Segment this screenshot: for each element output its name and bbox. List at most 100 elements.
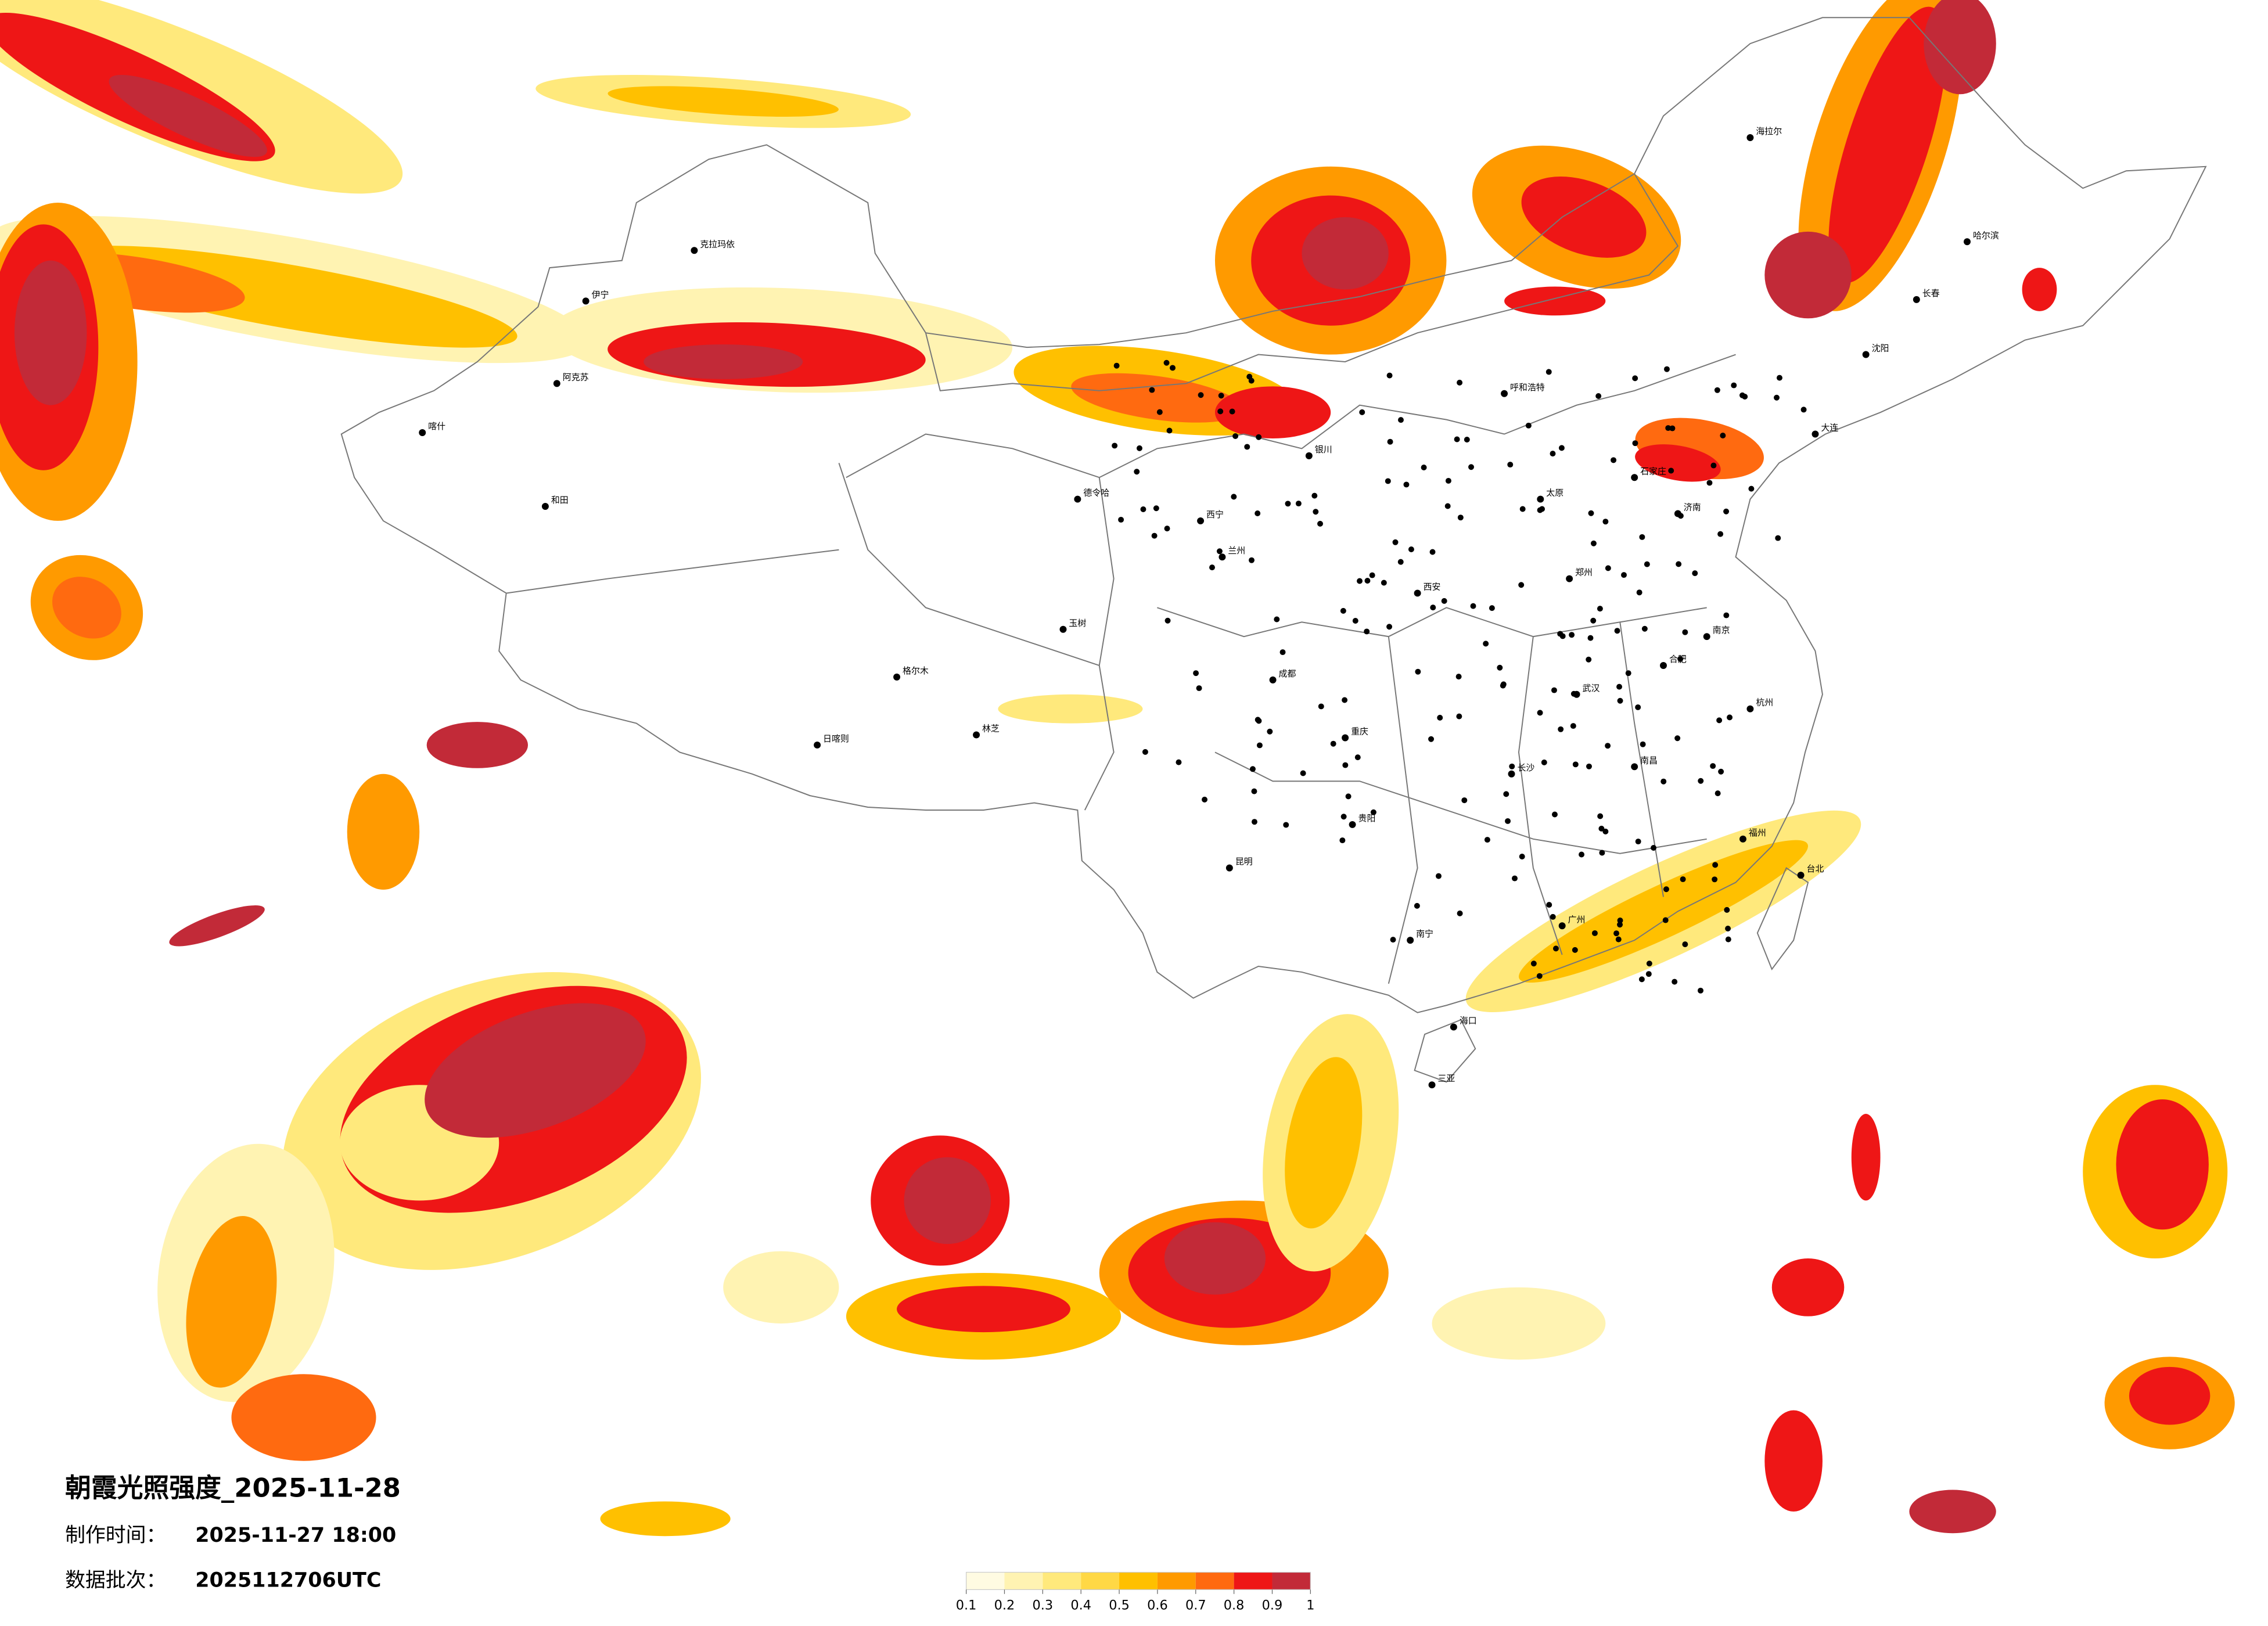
city-label: 银川 [1315,444,1332,455]
city-label: 台北 [1807,864,1824,874]
city-dot [1557,631,1563,637]
city-label: 日喀则 [823,733,849,744]
city-dot [1225,864,1233,872]
city-dot [1414,902,1420,909]
city-dot [1631,763,1638,771]
city-dot [1541,759,1547,765]
city-dot [1964,238,1971,246]
province-border [506,354,1736,984]
city-dot [1392,539,1399,545]
city-dot [1862,351,1870,358]
city-dot [1797,872,1805,879]
city-dot [1645,971,1652,977]
city-dot [1218,393,1224,399]
city-dot [1176,759,1182,765]
city-dot [1640,741,1646,747]
map-title: 朝霞光照强度_2025-11-28 [65,1473,401,1503]
intensity-patch [169,905,265,947]
info-label: 制作时间： [65,1524,166,1547]
city-dot [1625,670,1631,677]
city-dot [1660,661,1667,669]
intensity-patch [1518,840,1809,983]
city-dot [1267,728,1273,735]
city-dot [1136,445,1142,451]
city-dot [1428,736,1435,742]
city-dot [1300,770,1306,776]
city-dot [1710,462,1717,469]
city-label: 海拉尔 [1756,126,1782,136]
city-dot [1390,937,1396,943]
city-dot [1342,734,1349,742]
intensity-patch [904,1157,991,1244]
city-dot [1811,430,1819,438]
city-label: 武汉 [1583,683,1600,693]
city-label: 石家庄 [1640,466,1666,476]
city-label: 西宁 [1206,509,1224,520]
city-dot [1579,851,1585,858]
intensity-patch [1302,217,1389,290]
city-dot [1244,444,1250,450]
intensity-patch [1285,1057,1363,1229]
city-dot [1674,735,1681,742]
city-dot [1112,443,1118,449]
intensity-patch [1504,286,1606,316]
city-dot [1746,705,1754,713]
city-dot [1587,635,1594,641]
city-label: 杭州 [1756,697,1773,708]
city-dot [1414,589,1421,597]
city-dot [1590,617,1597,624]
city-dot [1408,546,1414,552]
city-dot [1636,589,1642,596]
city-dot [1519,853,1525,859]
city-dot [1525,422,1532,429]
city-dot [1503,791,1509,797]
city-dot [1386,372,1393,379]
city-dot [1349,821,1356,828]
legend-swatch [1081,1572,1120,1590]
country-border [340,17,2207,1013]
city-label: 南京 [1713,625,1730,635]
city-dot [814,741,821,749]
city-label: 重庆 [1351,726,1368,737]
city-dot [1591,930,1598,936]
city-label: 格尔木 [903,665,929,676]
city-label: 克拉玛依 [700,239,735,249]
city-dot [1586,763,1592,769]
city-dot [1140,506,1146,512]
city-dot [1279,649,1286,656]
city-dot [1305,452,1313,459]
city-dot [1617,918,1623,924]
city-dot [1455,674,1462,680]
city-dot [1569,632,1575,638]
city-dot [1345,793,1352,800]
city-dot [1197,517,1205,524]
city-dot [1153,505,1159,512]
city-label: 南宁 [1416,929,1433,939]
city-dot [1342,697,1348,703]
city-label: 沈阳 [1872,343,1889,354]
legend-tick-label: 0.7 [1185,1598,1206,1613]
city-dot [1723,508,1730,515]
city-dot [1163,359,1170,366]
city-label: 伊宁 [592,289,609,300]
legend-frame [965,1571,1311,1590]
city-label: 昆明 [1235,857,1253,867]
city-dot [1617,922,1623,928]
city-dot [1551,687,1557,693]
city-dot [1249,766,1256,772]
city-label: 郑州 [1575,567,1593,578]
city-dot [1698,987,1703,994]
legend-tick-label: 0.2 [994,1598,1015,1613]
city-label: 西安 [1424,581,1441,592]
city-label: 玉树 [1069,618,1086,628]
city-dot [1712,862,1719,868]
city-dot [1573,690,1580,698]
city-dot [1537,495,1544,503]
intensity-patch [1432,1287,1606,1360]
city-label: 太原 [1546,488,1563,498]
city-dot [1403,481,1410,488]
city-dot [1484,837,1490,843]
intensity-patch [1635,444,1721,482]
